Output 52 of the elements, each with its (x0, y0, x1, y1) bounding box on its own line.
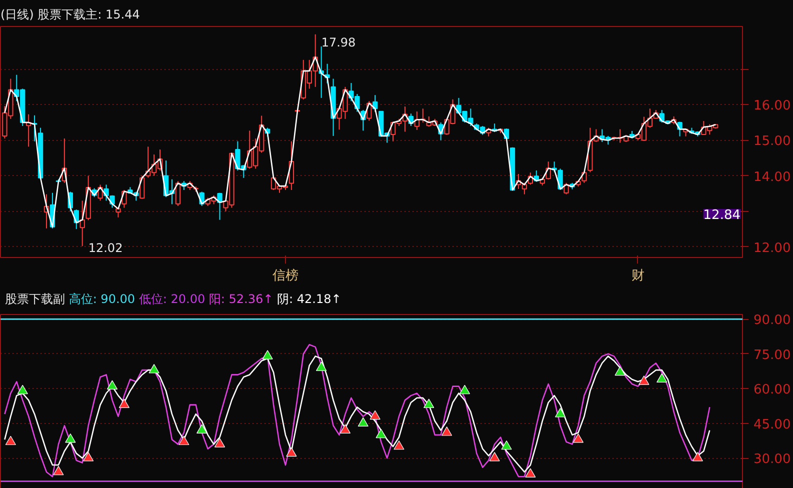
point (106, 380, 118, 390)
annotation: 12.84 (703, 208, 740, 223)
y-tick-label: 16.00 (754, 98, 791, 114)
point (572, 433, 584, 443)
y-tick-label: 45.00 (754, 417, 791, 432)
y-tick-label: 30.00 (754, 452, 791, 468)
point (424, 398, 434, 408)
point (316, 362, 327, 371)
point (118, 398, 130, 408)
point (17, 384, 28, 394)
annotation: 17.98 (321, 35, 356, 50)
point (53, 466, 64, 476)
point (441, 426, 452, 436)
point (196, 424, 208, 434)
point (501, 440, 512, 450)
ref-line-label: 低位: 20.00 (138, 292, 206, 306)
y-tick-label: 90.00 (754, 313, 791, 328)
point (692, 452, 703, 462)
point (358, 417, 368, 427)
point (340, 424, 351, 434)
point (178, 436, 190, 446)
point (459, 384, 470, 394)
point (65, 433, 76, 443)
chart-title: 股票下载副 (5, 292, 65, 306)
annotation: 12.02 (88, 241, 123, 256)
y-tick-label: 60.00 (754, 382, 791, 398)
y-tick-label: 15.00 (754, 134, 791, 150)
point (214, 438, 226, 448)
point (148, 364, 160, 374)
point (83, 452, 94, 462)
y-tick-label: 75.00 (754, 348, 791, 363)
point (262, 350, 273, 360)
point (5, 436, 16, 446)
candlestick (217, 192, 222, 220)
x-tick-label: 财 (631, 268, 644, 284)
x-tick-label: 信榜 (272, 268, 298, 284)
point (489, 452, 500, 462)
text: 阴: 42.18↑ (277, 292, 342, 306)
point (614, 366, 626, 376)
point (370, 410, 380, 420)
ref-line-label: 高位: 90.00 (68, 292, 136, 306)
point (394, 440, 404, 450)
point (525, 468, 536, 478)
point (554, 408, 566, 418)
point (286, 447, 297, 457)
y-tick-label: 12.00 (754, 240, 791, 256)
point (656, 373, 668, 383)
point (638, 376, 650, 385)
point (376, 428, 386, 438)
y-tick-label: 14.00 (754, 170, 791, 185)
text: 阳: 52.36↑ (208, 292, 274, 306)
chart-title: (日线) 股票下载主: 15.44 (0, 8, 140, 22)
